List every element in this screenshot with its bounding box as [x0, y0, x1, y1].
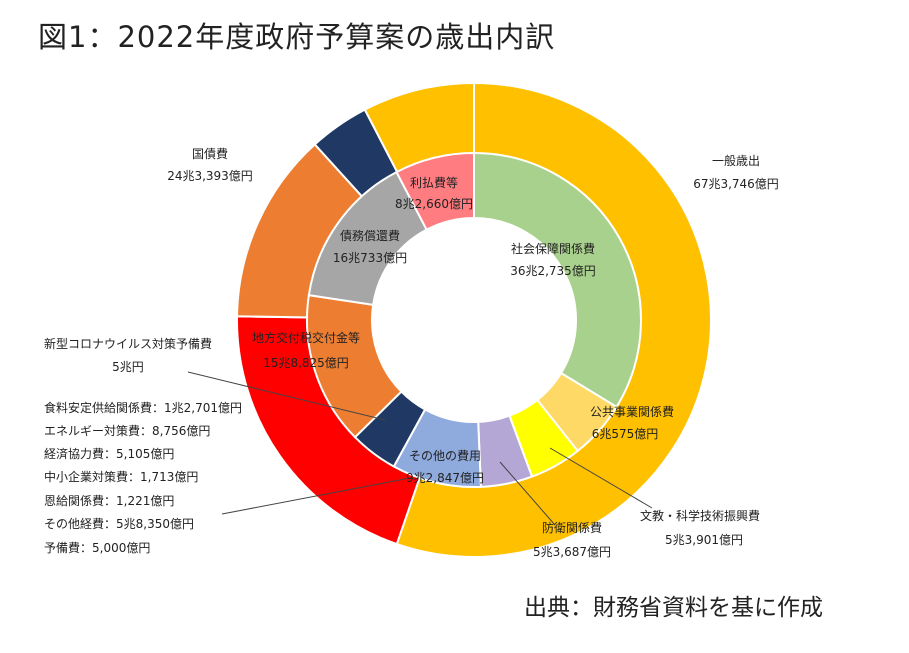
label-shoukan-name: 債務償還費 — [340, 228, 400, 243]
label-bouei-value: 5兆3,687億円 — [533, 545, 611, 559]
inner-ring — [306, 151, 642, 488]
label-kokusai-value: 24兆3,393億円 — [167, 169, 253, 183]
label-ippan-value: 67兆3,746億円 — [693, 177, 779, 191]
label-chiho-value: 15兆8,825億円 — [263, 356, 349, 370]
leader-line-bunkyo — [549, 447, 653, 509]
label-shakai-value: 36兆2,735億円 — [510, 264, 596, 278]
label-sonota-name: その他の費用 — [409, 448, 481, 463]
label-corona-value: 5兆円 — [112, 360, 144, 374]
label-ippan-name: 一般歳出 — [712, 153, 760, 168]
label-bunkyo-value: 5兆3,901億円 — [665, 533, 743, 547]
inner-slice-shakai — [473, 151, 642, 409]
leader-line-corona — [187, 371, 386, 421]
label-corona-name: 新型コロナウイルス対策予備費 — [44, 336, 212, 351]
breakdown-item: 予備費：5,000億円 — [44, 540, 150, 555]
label-kokusai-name: 国債費 — [192, 146, 228, 161]
breakdown-item: その他経費：5兆8,350億円 — [44, 516, 194, 531]
label-rihara-name: 利払費等 — [410, 175, 458, 190]
label-bouei-name: 防衛関係費 — [542, 520, 602, 535]
label-bunkyo-name: 文教・科学技術振興費 — [640, 508, 760, 523]
label-shakai-name: 社会保障関係費 — [511, 241, 595, 256]
leader-line-bouei — [499, 461, 556, 526]
leader-line-breakdown — [221, 477, 411, 515]
breakdown-item: 食料安定供給関係費：1兆2,701億円 — [44, 400, 242, 415]
breakdown-item: エネルギー対策費：8,756億円 — [44, 423, 210, 438]
label-rihara-value: 8兆2,660億円 — [395, 197, 473, 211]
label-chiho-name: 地方交付税交付金等 — [252, 330, 360, 345]
label-sonota-value: 9兆2,847億円 — [406, 471, 484, 485]
breakdown-item: 経済協力費：5,105億円 — [44, 446, 174, 461]
breakdown-item: 恩給関係費：1,221億円 — [44, 493, 174, 508]
chart-title: 図1：2022年度政府予算案の歳出内訳 — [38, 20, 556, 54]
inner-slice-rihara — [395, 151, 475, 232]
source-note: 出典：財務省資料を基に作成 — [524, 595, 823, 621]
label-koukyo-value: 6兆575億円 — [592, 427, 659, 441]
label-shoukan-value: 16兆733億円 — [333, 251, 407, 265]
label-koukyo-name: 公共事業関係費 — [590, 404, 674, 419]
breakdown-item: 中小企業対策費：1,713億円 — [44, 469, 198, 484]
